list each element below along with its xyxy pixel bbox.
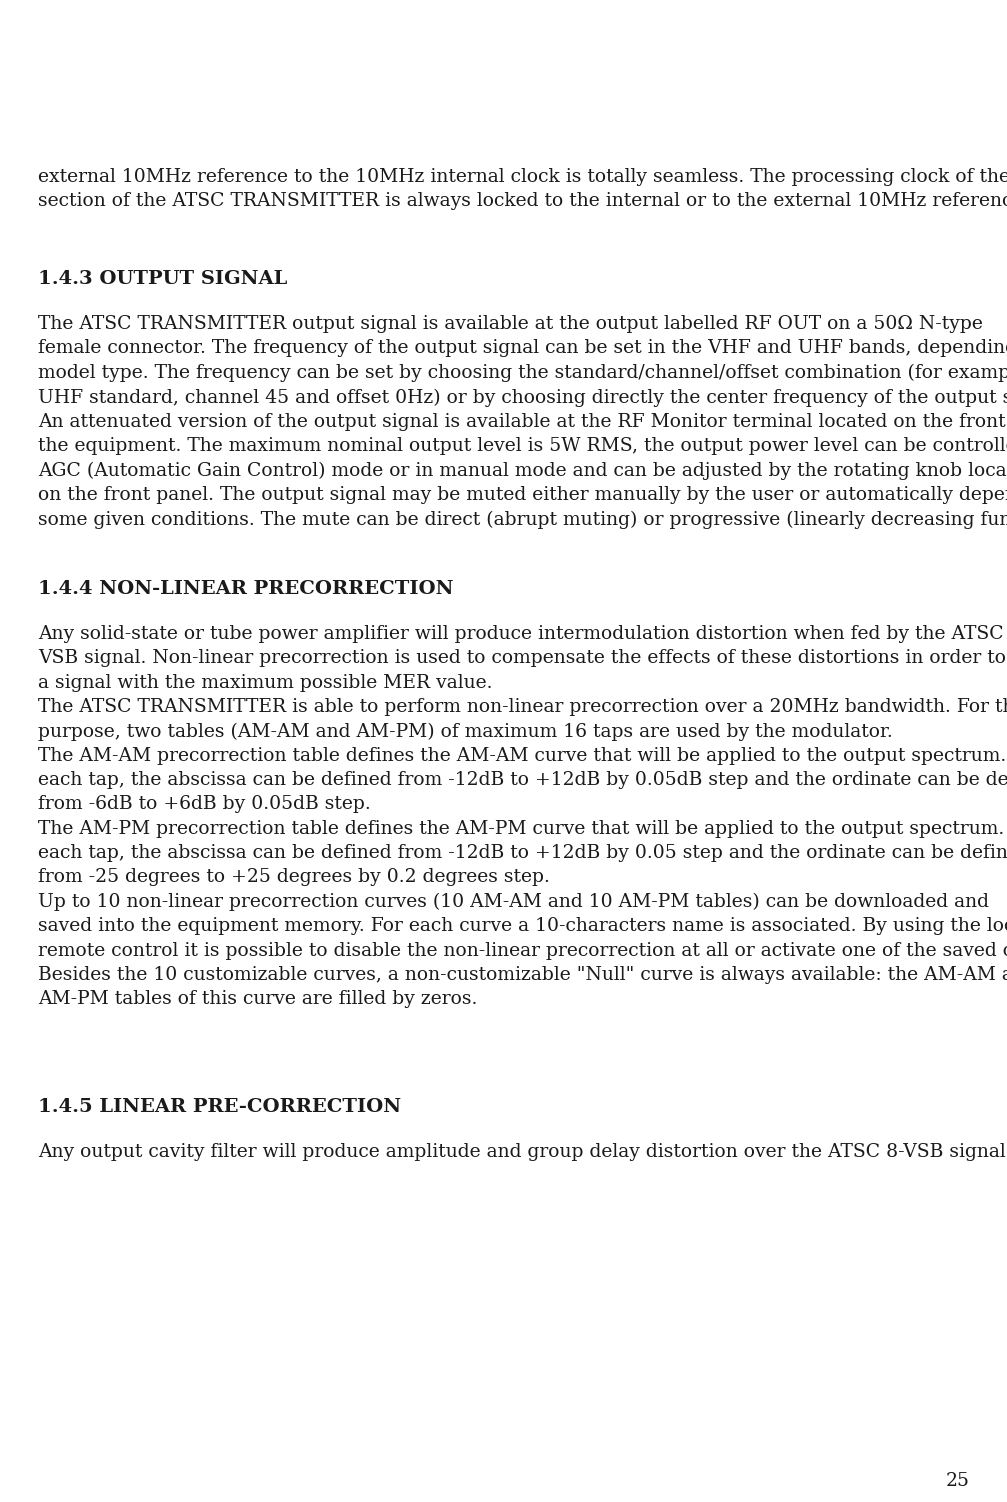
Text: 1.4.3 OUTPUT SIGNAL: 1.4.3 OUTPUT SIGNAL [38,270,287,288]
Text: Any output cavity filter will produce amplitude and group delay distortion over : Any output cavity filter will produce am… [38,1143,1006,1161]
Text: 1.4.4 NON-LINEAR PRECORRECTION: 1.4.4 NON-LINEAR PRECORRECTION [38,580,453,598]
Text: Any solid-state or tube power amplifier will produce intermodulation distortion : Any solid-state or tube power amplifier … [38,625,1007,1008]
Text: The ATSC TRANSMITTER output signal is available at the output labelled RF OUT on: The ATSC TRANSMITTER output signal is av… [38,315,1007,529]
Text: external 10MHz reference to the 10MHz internal clock is totally seamless. The pr: external 10MHz reference to the 10MHz in… [38,168,1007,210]
Text: 25: 25 [946,1472,970,1490]
Text: 1.4.5 LINEAR PRE-CORRECTION: 1.4.5 LINEAR PRE-CORRECTION [38,1098,401,1116]
